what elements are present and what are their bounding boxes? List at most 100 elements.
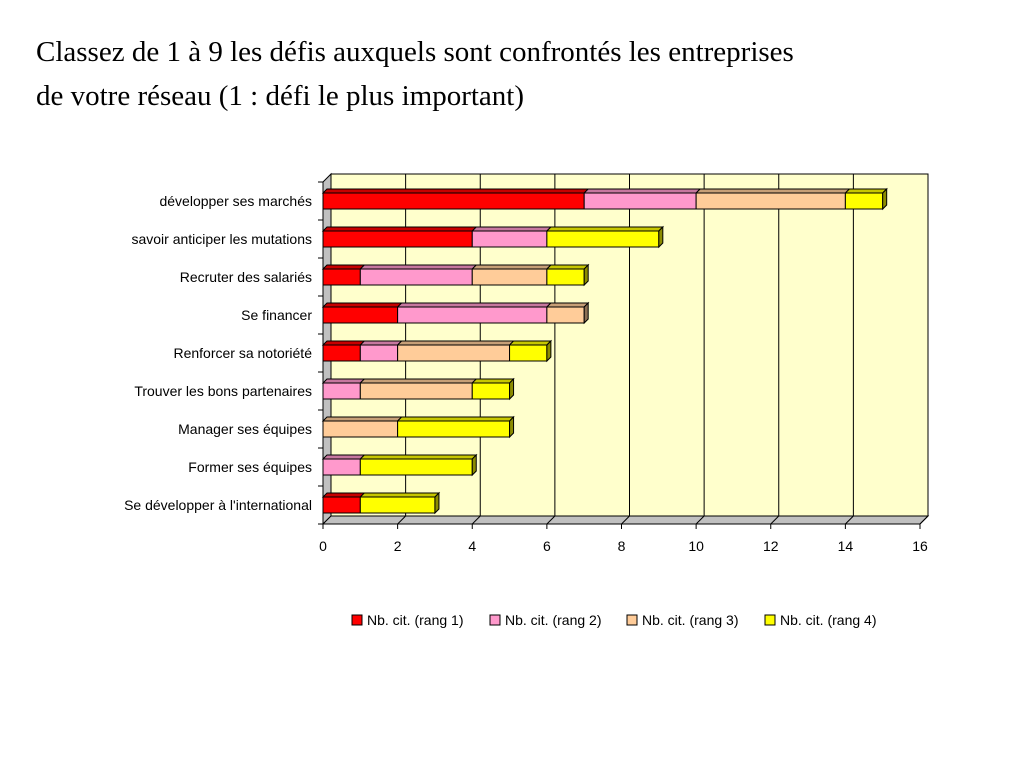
bar-end-face xyxy=(471,453,477,477)
legend-label: Nb. cit. (rang 4) xyxy=(780,612,876,628)
bar-segment xyxy=(397,344,511,362)
legend-swatch xyxy=(351,614,363,626)
bar-segment xyxy=(397,306,548,324)
legend-swatch xyxy=(489,614,501,626)
category-label: Recruter des salariés xyxy=(180,269,312,285)
x-tick-label: 2 xyxy=(394,538,402,554)
bar-segment-top xyxy=(321,302,403,308)
legend-swatch xyxy=(764,614,776,626)
bar-segment-top xyxy=(545,302,590,308)
x-tick-label: 8 xyxy=(618,538,626,554)
bar-segment-top xyxy=(359,454,478,460)
category-label: développer ses marchés xyxy=(159,193,312,209)
x-tick-label: 4 xyxy=(468,538,476,554)
bar-segment xyxy=(322,306,399,324)
bar-segment-top xyxy=(359,378,478,384)
bar-segment xyxy=(546,230,660,248)
category-label: Se développer à l'international xyxy=(124,497,312,513)
bar-segment-top xyxy=(321,264,366,270)
gridline xyxy=(397,174,407,525)
bar-segment xyxy=(322,458,361,476)
bar-segment-top xyxy=(471,226,553,232)
bar-end-face xyxy=(583,263,589,287)
page-title: Classez de 1 à 9 les défis auxquels sont… xyxy=(36,30,986,118)
bar-segment-top xyxy=(396,340,515,346)
category-label: Se financer xyxy=(241,307,312,323)
gridline xyxy=(546,174,556,525)
bar-segment xyxy=(583,192,697,210)
gridline xyxy=(770,174,780,525)
x-tick-label: 10 xyxy=(688,538,704,554)
x-tick-label: 0 xyxy=(319,538,327,554)
bar-segment xyxy=(546,268,585,286)
bar-end-face xyxy=(509,415,515,439)
bar-segment-top xyxy=(359,340,403,346)
bar-segment-top xyxy=(582,188,702,194)
bar-segment-top xyxy=(545,264,590,270)
bar-segment xyxy=(397,420,511,438)
title-line-2: de votre réseau (1 : défi le plus import… xyxy=(36,80,525,112)
bar-segment-top xyxy=(359,492,441,498)
bar-segment xyxy=(471,382,511,400)
bar-segment xyxy=(471,230,548,248)
gridline xyxy=(471,174,481,525)
category-label: Renforcer sa notoriété xyxy=(173,345,312,361)
bar-end-face xyxy=(509,377,515,401)
gridline xyxy=(621,174,630,525)
category-label: Manager ses équipes xyxy=(178,421,312,437)
bar-end-face xyxy=(882,187,888,211)
bar-segment-top xyxy=(321,492,366,498)
title-line-1: Classez de 1 à 9 les défis auxquels sont… xyxy=(36,36,794,68)
legend-label: Nb. cit. (rang 3) xyxy=(642,612,738,628)
bar-end-face xyxy=(658,225,664,249)
bar-segment xyxy=(844,192,884,210)
bar-segment-top xyxy=(321,378,366,384)
x-tick-label: 14 xyxy=(838,538,854,554)
category-label: savoir anticiper les mutations xyxy=(131,231,312,247)
bar-segment xyxy=(322,382,361,400)
bar-segment-top xyxy=(471,378,515,384)
bar-segment-top xyxy=(844,188,888,194)
x-tick-label: 16 xyxy=(912,538,928,554)
category-label: Trouver les bons partenaires xyxy=(134,383,312,399)
bar-segment xyxy=(471,268,548,286)
bar-segment xyxy=(322,496,361,514)
gridline xyxy=(845,174,854,525)
bar-segment xyxy=(359,268,473,286)
bar-end-face xyxy=(434,491,440,515)
bar-segment-top xyxy=(321,188,590,194)
bar-segment xyxy=(695,192,846,210)
bar-segment xyxy=(359,458,473,476)
bar-segment-top xyxy=(321,416,403,422)
gridline xyxy=(919,174,929,525)
bar-segment xyxy=(322,230,473,248)
bar-segment-top xyxy=(508,340,553,346)
bar-segment-top xyxy=(396,416,515,422)
x-tick-label: 12 xyxy=(763,538,779,554)
bar-segment xyxy=(322,268,361,286)
bar-segment-top xyxy=(321,226,478,232)
bar-segment xyxy=(509,344,548,362)
x-tick-label: 6 xyxy=(543,538,551,554)
bar-end-face xyxy=(583,301,589,325)
legend-label: Nb. cit. (rang 1) xyxy=(367,612,463,628)
bar-segment xyxy=(359,496,436,514)
category-label: Former ses équipes xyxy=(188,459,312,475)
bar-segment xyxy=(322,420,399,438)
bar-segment xyxy=(322,344,361,362)
bar-segment-top xyxy=(545,226,665,232)
bar-segment-top xyxy=(359,264,478,270)
legend-swatch xyxy=(626,614,638,626)
gridline xyxy=(695,174,705,525)
bar-segment xyxy=(359,344,399,362)
bar-segment-top xyxy=(321,454,366,460)
bar-segment xyxy=(546,306,585,324)
bar-segment-top xyxy=(321,340,366,346)
bar-end-face xyxy=(546,339,552,363)
bar-segment xyxy=(359,382,473,400)
bar-segment-top xyxy=(396,302,553,308)
bar-segment xyxy=(322,192,585,210)
bar-segment-top xyxy=(694,188,851,194)
legend-label: Nb. cit. (rang 2) xyxy=(505,612,601,628)
